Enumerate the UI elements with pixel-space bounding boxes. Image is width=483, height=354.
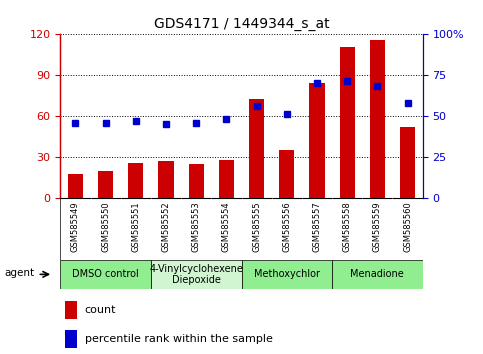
Bar <box>242 260 332 289</box>
Bar <box>400 127 415 198</box>
Bar <box>128 162 143 198</box>
Text: GSM585558: GSM585558 <box>342 201 352 252</box>
Text: GSM585551: GSM585551 <box>131 201 141 252</box>
Text: GSM585557: GSM585557 <box>313 201 322 252</box>
Bar <box>151 260 242 289</box>
Bar <box>98 171 113 198</box>
Bar <box>189 164 204 198</box>
Bar <box>332 260 423 289</box>
Text: GSM585560: GSM585560 <box>403 201 412 252</box>
Text: GSM585556: GSM585556 <box>282 201 291 252</box>
Text: GSM585553: GSM585553 <box>192 201 201 252</box>
Text: GSM585559: GSM585559 <box>373 201 382 252</box>
Text: GSM585552: GSM585552 <box>161 201 170 252</box>
Text: Menadione: Menadione <box>351 269 404 279</box>
Text: count: count <box>85 305 116 315</box>
Bar <box>249 99 264 198</box>
Text: GSM585549: GSM585549 <box>71 201 80 252</box>
Text: DMSO control: DMSO control <box>72 269 139 279</box>
Bar <box>65 330 77 348</box>
Text: GSM585554: GSM585554 <box>222 201 231 252</box>
Bar <box>219 160 234 198</box>
Bar <box>279 150 294 198</box>
Text: GSM585555: GSM585555 <box>252 201 261 252</box>
Title: GDS4171 / 1449344_s_at: GDS4171 / 1449344_s_at <box>154 17 329 31</box>
Bar <box>158 161 173 198</box>
Text: 4-Vinylcyclohexene
Diepoxide: 4-Vinylcyclohexene Diepoxide <box>149 263 243 285</box>
Bar <box>340 47 355 198</box>
Bar <box>310 83 325 198</box>
Text: agent: agent <box>5 268 35 278</box>
Text: Methoxychlor: Methoxychlor <box>254 269 320 279</box>
Bar <box>65 301 77 319</box>
Bar <box>370 40 385 198</box>
Bar <box>60 260 151 289</box>
Text: percentile rank within the sample: percentile rank within the sample <box>85 334 272 344</box>
Text: GSM585550: GSM585550 <box>101 201 110 252</box>
Bar <box>68 173 83 198</box>
